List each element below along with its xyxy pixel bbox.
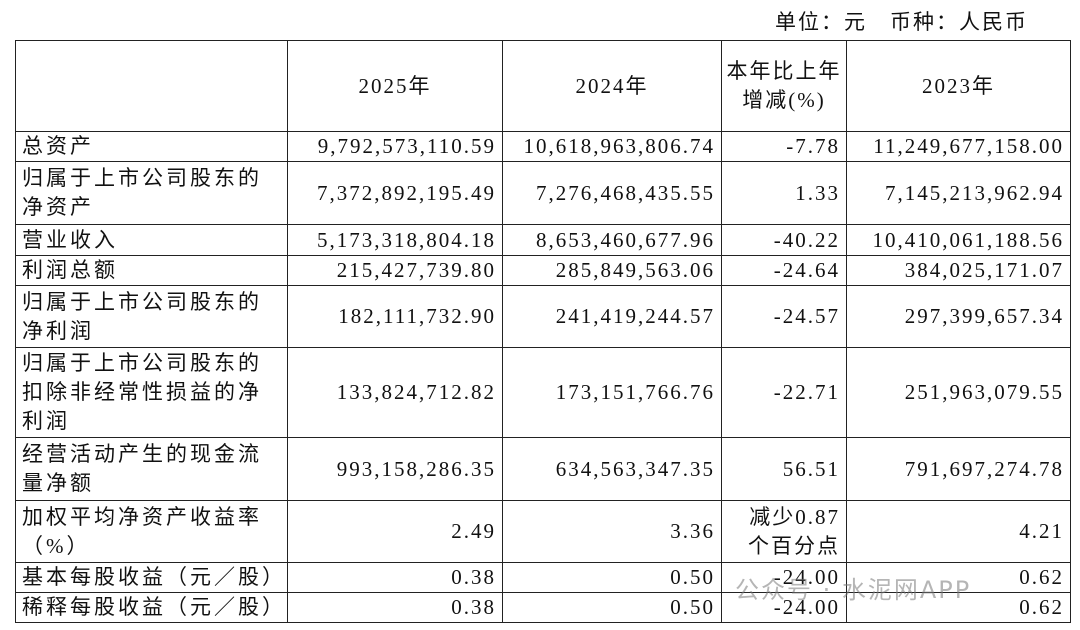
- table-cell: 791,697,274.78: [846, 437, 1071, 501]
- table-cell: 9,792,573,110.59: [287, 131, 503, 162]
- table-cell: 减少0.87个百分点: [721, 500, 847, 563]
- table-cell: 归属于上市公司股东的扣除非经常性损益的净利润: [15, 347, 288, 438]
- table-cell: 993,158,286.35: [287, 437, 503, 501]
- table-row: 归属于上市公司股东的扣除非经常性损益的净利润 133,824,712.82 173,…: [15, 347, 1071, 438]
- table-cell: 7,276,468,435.55: [502, 161, 722, 225]
- table-cell: 营业收入: [15, 224, 288, 256]
- table-row: 营业收入 5,173,318,804.18 8,653,460,677.96 -40.…: [15, 224, 1071, 256]
- table-cell: 利润总额: [15, 255, 288, 286]
- header-cell: 2023年: [846, 40, 1071, 132]
- table-cell: 11,249,677,158.00: [846, 131, 1071, 162]
- table-cell: 加权平均净资产收益率（%）: [15, 500, 288, 563]
- table-cell: 3.36: [502, 500, 722, 563]
- header-cell: 2024年: [502, 40, 722, 132]
- table-cell: -7.78: [721, 131, 847, 162]
- table-cell: 1.33: [721, 161, 847, 225]
- table-cell: 4.21: [846, 500, 1071, 563]
- table-cell: 10,618,963,806.74: [502, 131, 722, 162]
- watermark: 公众号 · 水泥网APP: [735, 576, 972, 604]
- header-cell: 2025年: [287, 40, 503, 132]
- table-cell: -40.22: [721, 224, 847, 256]
- table-cell: 归属于上市公司股东的净资产: [15, 161, 288, 225]
- table-cell: 285,849,563.06: [502, 255, 722, 286]
- table-cell: 0.50: [502, 562, 722, 593]
- table-row: 利润总额 215,427,739.80 285,849,563.06 -24.64 38…: [15, 255, 1071, 286]
- table-cell: 182,111,732.90: [287, 285, 503, 348]
- table-row: 归属于上市公司股东的净利润 182,111,732.90 241,419,244.5…: [15, 285, 1071, 348]
- header-cell: [15, 40, 288, 132]
- table-cell: 总资产: [15, 131, 288, 162]
- table-cell: 7,372,892,195.49: [287, 161, 503, 225]
- table-cell: 634,563,347.35: [502, 437, 722, 501]
- table-cell: -22.71: [721, 347, 847, 438]
- table-cell: 2.49: [287, 500, 503, 563]
- table-cell: 215,427,739.80: [287, 255, 503, 286]
- header-cell: 本年比上年增减(%): [721, 40, 847, 132]
- table-cell: 基本每股收益（元／股）: [15, 562, 288, 593]
- table-cell: -24.64: [721, 255, 847, 286]
- table-cell: 0.50: [502, 592, 722, 623]
- table-cell: 173,151,766.76: [502, 347, 722, 438]
- table-cell: -24.00: [721, 592, 847, 623]
- table-cell: 稀释每股收益（元／股）: [15, 592, 288, 623]
- table-cell: 0.62: [846, 592, 1071, 623]
- table-cell: 10,410,061,188.56: [846, 224, 1071, 256]
- financial-table: 2025年 2024年 本年比上年增减(%) 2023年 总资产 9,792,573,1…: [15, 40, 1071, 623]
- table-cell: 297,399,657.34: [846, 285, 1071, 348]
- table-cell: 384,025,171.07: [846, 255, 1071, 286]
- table-cell: 5,173,318,804.18: [287, 224, 503, 256]
- table-row: 归属于上市公司股东的净资产 7,372,892,195.49 7,276,468,4…: [15, 161, 1071, 225]
- table-row: 加权平均净资产收益率（%） 2.49 3.36 减少0.87个百分点 4.21: [15, 500, 1071, 563]
- table-cell: 251,963,079.55: [846, 347, 1071, 438]
- header-row: 2025年 2024年 本年比上年增减(%) 2023年: [15, 40, 1071, 132]
- unit-note: 单位：元 币种：人民币: [775, 10, 1028, 34]
- table-cell: 归属于上市公司股东的净利润: [15, 285, 288, 348]
- table-cell: 8,653,460,677.96: [502, 224, 722, 256]
- table-row: 稀释每股收益（元／股） 0.38 0.50 -24.00 0.62: [15, 592, 1071, 623]
- table-cell: 241,419,244.57: [502, 285, 722, 348]
- table-cell: 0.38: [287, 592, 503, 623]
- table-cell: 56.51: [721, 437, 847, 501]
- table-row: 总资产 9,792,573,110.59 10,618,963,806.74 -7.7…: [15, 131, 1071, 162]
- table-cell: 0.38: [287, 562, 503, 593]
- table-cell: 经营活动产生的现金流量净额: [15, 437, 288, 501]
- table-row: 经营活动产生的现金流量净额 993,158,286.35 634,563,347.3…: [15, 437, 1071, 501]
- table-cell: 7,145,213,962.94: [846, 161, 1071, 225]
- table-cell: 133,824,712.82: [287, 347, 503, 438]
- table-cell: -24.57: [721, 285, 847, 348]
